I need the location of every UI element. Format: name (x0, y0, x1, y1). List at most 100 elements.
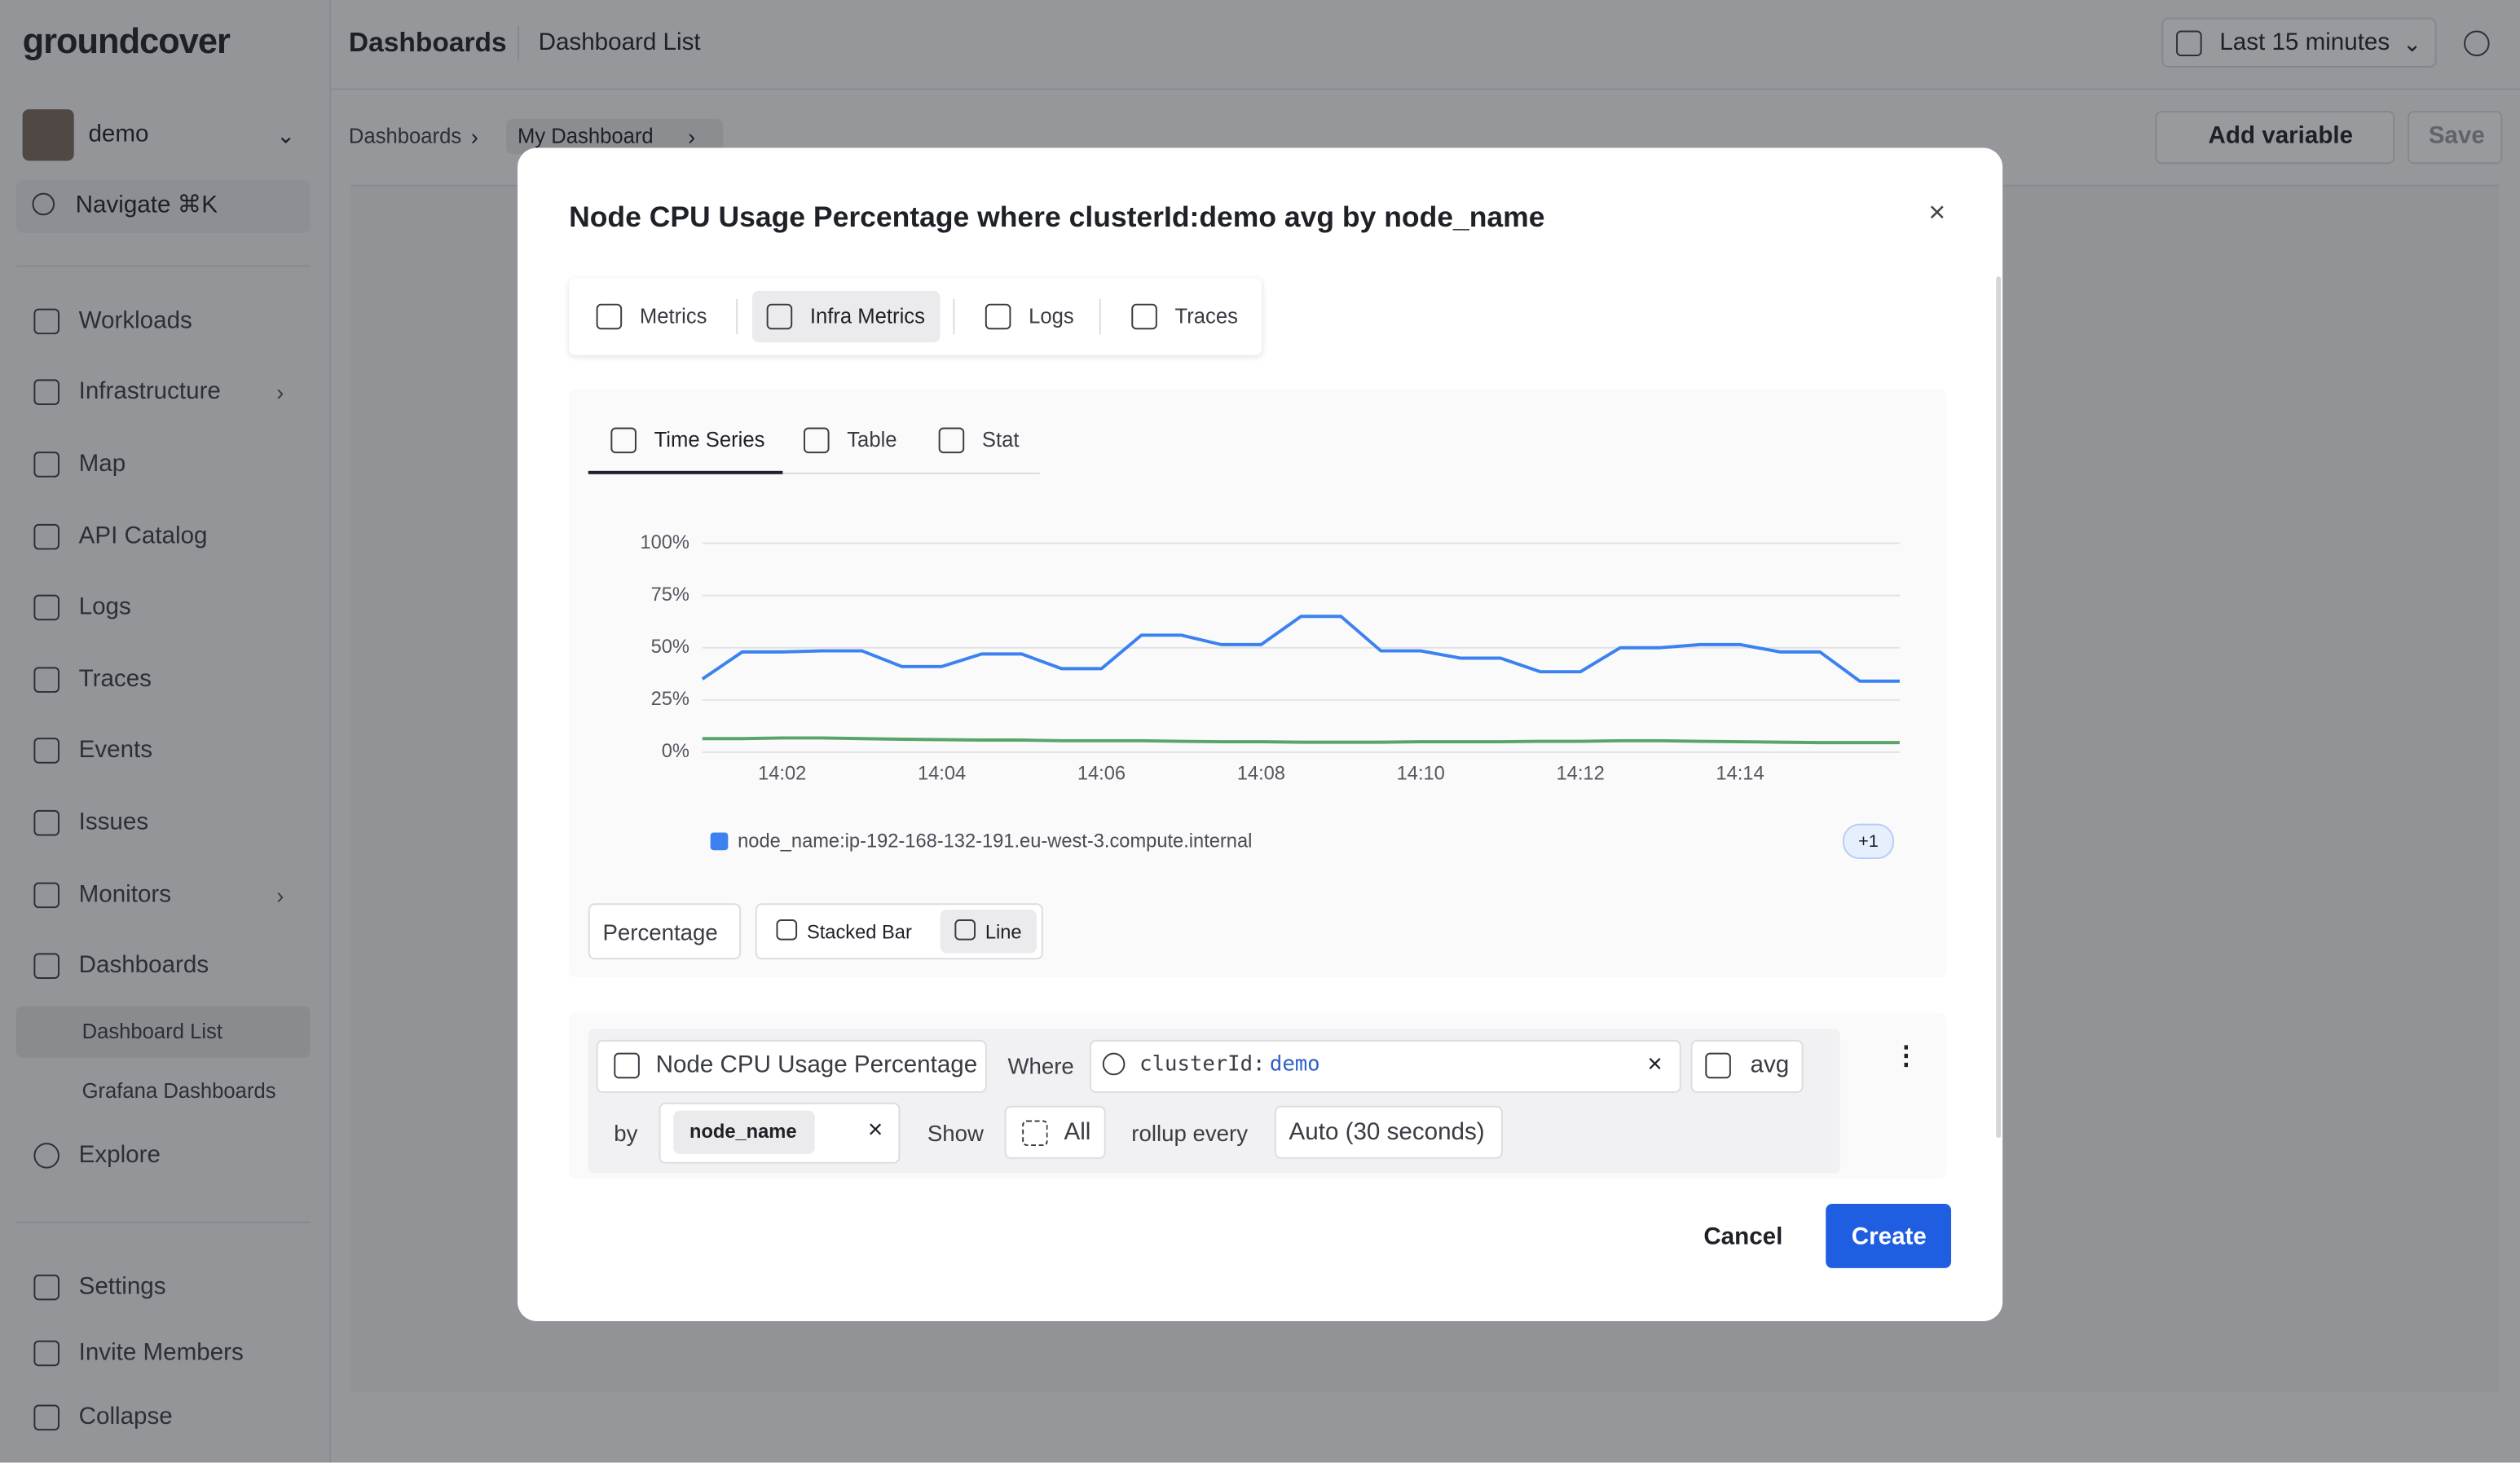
unit-select[interactable] (588, 903, 742, 960)
nav-active (15, 1006, 311, 1058)
icon (804, 427, 830, 454)
clear-button[interactable]: × (1647, 1051, 1663, 1079)
divider (1099, 298, 1101, 335)
view-tab[interactable]: Stat (981, 427, 1020, 452)
icon (33, 452, 59, 478)
nav-item[interactable]: Issues (78, 808, 149, 836)
x-tick-label: 14:06 (1077, 764, 1126, 785)
search-label: Navigate ⌘K (75, 191, 218, 219)
legend-overflow-badge[interactable] (1842, 823, 1895, 860)
breadcrumb[interactable]: Dashboards (348, 123, 462, 148)
scrollbar (1996, 276, 2002, 1139)
rollup-label: rollup every (1131, 1120, 1249, 1147)
chevron: › (470, 123, 479, 150)
icon (33, 738, 59, 764)
nav-item[interactable]: Events (78, 736, 153, 764)
nav-item[interactable]: Workloads (78, 306, 192, 335)
rollup-select[interactable] (1274, 1105, 1503, 1159)
icon (614, 1052, 640, 1079)
x-tick-label: 14:12 (1557, 764, 1605, 785)
create-button[interactable] (1826, 1204, 1952, 1268)
unit-label: Percentage (602, 919, 718, 945)
chart: 0% 25% 50% 75% 100% 14:02 14:04 14:06 14:08 14:10… (640, 532, 1900, 860)
breadcrumb: My Dashboard (517, 123, 654, 148)
search-box[interactable] (15, 179, 311, 233)
chevron: ⌄ (2403, 30, 2422, 57)
y-tick-label: 75% (651, 584, 689, 606)
cancel-button[interactable]: Cancel (1703, 1223, 1783, 1251)
tab-underline (588, 470, 783, 474)
divider (15, 1221, 311, 1223)
button-label: Add variable (2208, 121, 2354, 150)
subnav-item[interactable]: Dashboard List (82, 1019, 223, 1043)
icon (985, 303, 1011, 330)
nav-item[interactable]: API Catalog (78, 522, 208, 550)
chart-panel (569, 389, 1947, 977)
icon (33, 882, 59, 909)
time-range[interactable] (2161, 17, 2437, 68)
view-tab[interactable]: Time Series (654, 427, 765, 452)
button-label: Save (2428, 121, 2485, 150)
x-tick-label: 14:08 (1237, 764, 1285, 785)
footer-item[interactable]: Invite Members (78, 1338, 244, 1367)
source-tab[interactable]: Infra Metrics (809, 303, 925, 328)
icon (766, 303, 793, 330)
more-menu[interactable]: ⋮ (1893, 1042, 1919, 1071)
close-button[interactable]: × (1928, 196, 1946, 229)
nav-item[interactable]: Traces (78, 665, 152, 693)
clear-button[interactable]: × (867, 1117, 883, 1145)
icon (596, 303, 623, 330)
nav-item[interactable]: Map (78, 450, 126, 478)
aggregation-label: avg (1750, 1051, 1790, 1079)
chevron: ⌄ (276, 121, 296, 148)
icon (33, 953, 59, 979)
filter-input[interactable] (1090, 1039, 1681, 1093)
display-mode[interactable]: Stacked Bar (806, 920, 912, 944)
x-tick-label: 14:04 (918, 764, 966, 785)
subnav-item[interactable]: Grafana Dashboards (82, 1078, 276, 1103)
x-tick-label: 14:14 (1716, 764, 1764, 785)
source-tab[interactable]: Logs (1029, 303, 1074, 328)
nav-item[interactable]: Infrastructure (78, 377, 221, 405)
by-label: by (614, 1120, 638, 1147)
time-range-label: Last 15 minutes (2219, 29, 2390, 57)
page-subtitle: Dashboard List (538, 29, 701, 57)
nav-item[interactable]: Monitors (78, 880, 172, 909)
legend-label: node_name:ip-192-168-132-191.eu-west-3.c… (738, 831, 1252, 853)
filter-key: clusterId: (1139, 1052, 1266, 1077)
source-tab[interactable]: Metrics (639, 303, 707, 328)
view-tab[interactable]: Table (847, 427, 897, 452)
icon (2176, 30, 2202, 57)
aggregation-select[interactable] (1690, 1039, 1804, 1093)
legend-overflow: +1 (1858, 831, 1879, 851)
user-name[interactable]: demo (88, 120, 149, 148)
nav-item[interactable]: Explore (78, 1141, 161, 1169)
group-chip-label: node_name (689, 1120, 797, 1144)
icon (32, 192, 55, 216)
footer-item[interactable]: Settings (78, 1272, 166, 1301)
display-mode[interactable]: Line (985, 920, 1022, 944)
add-variable-button[interactable] (2155, 111, 2395, 165)
source-tab[interactable]: Traces (1174, 303, 1238, 328)
show-select[interactable] (1004, 1105, 1106, 1159)
metric-select[interactable] (596, 1039, 987, 1093)
icon (33, 1143, 59, 1169)
icon (33, 523, 59, 550)
series-line (701, 615, 1900, 683)
icon (1131, 303, 1157, 330)
tabs-line (588, 472, 1040, 474)
save-button[interactable] (2408, 111, 2503, 165)
icon (33, 667, 59, 693)
x-tick-label: 14:02 (758, 764, 806, 785)
icon (33, 308, 59, 335)
footer-item[interactable]: Collapse (78, 1403, 173, 1431)
nav-item[interactable]: Logs (78, 593, 131, 621)
icon (1102, 1052, 1126, 1076)
filter-value: demo (1269, 1052, 1320, 1077)
divider (736, 298, 738, 335)
icon (776, 919, 798, 941)
show-value: All (1064, 1118, 1091, 1147)
nav-item[interactable]: Dashboards (78, 951, 209, 979)
